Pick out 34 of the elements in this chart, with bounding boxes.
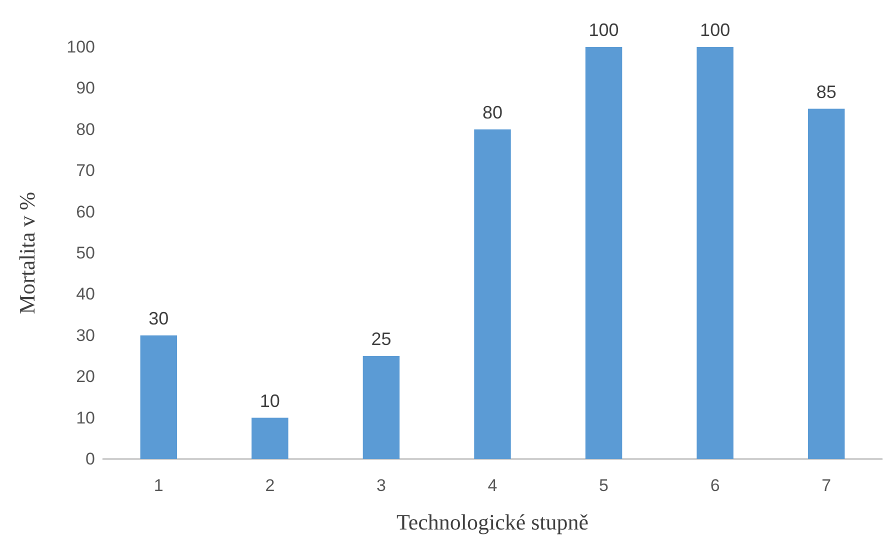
data-label: 30 (148, 308, 169, 328)
data-label: 100 (588, 20, 619, 40)
x-axis-title: Technologické stupně (396, 510, 589, 534)
data-label: 80 (482, 102, 503, 122)
bar (140, 335, 178, 459)
y-tick-label: 0 (86, 450, 95, 468)
x-tick-label: 4 (488, 476, 498, 495)
x-tick-label: 7 (822, 476, 832, 495)
y-tick-label: 80 (76, 120, 95, 139)
x-tick-label: 1 (154, 476, 164, 495)
bar (252, 418, 288, 459)
y-tick-label: 60 (76, 202, 95, 222)
y-tick-label: 100 (66, 38, 95, 56)
y-tick-label: 50 (76, 244, 95, 262)
data-label: 25 (371, 329, 392, 349)
x-tick-label: 2 (265, 476, 275, 495)
bar (362, 356, 400, 459)
y-tick-label: 20 (76, 367, 95, 386)
x-tick-label: 5 (599, 476, 609, 495)
data-label: 100 (700, 20, 730, 40)
y-tick-label: 40 (76, 284, 95, 304)
data-label: 85 (816, 82, 836, 102)
x-tick-label: 3 (376, 476, 386, 495)
y-tick-label: 70 (76, 161, 95, 180)
bar (585, 47, 622, 459)
y-axis-title: Mortalita v % (14, 192, 40, 314)
x-tick-label: 6 (710, 476, 720, 495)
y-tick-label: 30 (76, 326, 95, 345)
bar (808, 108, 845, 459)
y-tick-label: 10 (76, 408, 95, 428)
data-label: 10 (260, 390, 280, 411)
bar (474, 129, 511, 459)
y-tick-label: 90 (76, 78, 95, 98)
bar (696, 47, 734, 459)
